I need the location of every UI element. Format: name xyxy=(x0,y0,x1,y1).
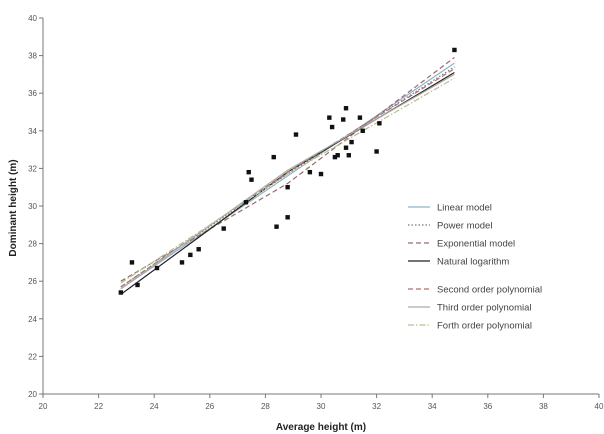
y-ticks: 20 22 24 26 28 30 32 34 36 38 40 xyxy=(28,14,43,399)
data-point xyxy=(307,169,313,175)
y-tick-label: 22 xyxy=(28,352,37,361)
data-point xyxy=(243,200,249,205)
y-tick-label: 26 xyxy=(28,277,37,286)
fit-line xyxy=(120,77,455,284)
fit-line xyxy=(120,73,455,290)
legend: Linear model Power model Exponential model… xyxy=(408,203,542,332)
legend-label: Exponential model xyxy=(437,239,515,250)
legend-label: Natural logarithm xyxy=(437,257,509,268)
data-point xyxy=(329,124,335,130)
x-tick-label: 32 xyxy=(372,402,381,411)
x-tick-label: 36 xyxy=(483,402,492,411)
data-point xyxy=(343,106,349,111)
data-point xyxy=(377,121,382,126)
data-point xyxy=(327,115,332,120)
x-tick-label: 24 xyxy=(150,402,159,411)
data-point xyxy=(349,139,354,145)
data-point xyxy=(335,153,340,158)
data-point xyxy=(343,145,349,150)
x-tick-label: 40 xyxy=(595,402,604,411)
x-axis-label: Average height (m) xyxy=(276,422,366,433)
data-point xyxy=(332,154,338,160)
data-point xyxy=(129,260,135,265)
data-point xyxy=(285,215,290,220)
data-point xyxy=(188,252,193,258)
x-tick-label: 22 xyxy=(94,402,103,411)
y-tick-label: 20 xyxy=(28,390,37,399)
x-tick-label: 34 xyxy=(428,402,437,411)
y-tick-label: 40 xyxy=(28,14,37,23)
data-point xyxy=(154,265,160,271)
y-tick-label: 28 xyxy=(28,240,37,249)
y-tick-label: 30 xyxy=(28,202,37,211)
x-tick-label: 26 xyxy=(205,402,214,411)
y-tick-label: 34 xyxy=(28,127,37,136)
data-point xyxy=(293,132,299,137)
data-point xyxy=(135,282,140,288)
y-tick-label: 24 xyxy=(28,315,37,324)
y-tick-label: 36 xyxy=(28,89,37,98)
data-points xyxy=(118,47,457,295)
legend-label: Forth order polynomial xyxy=(437,321,532,332)
data-point xyxy=(360,128,365,133)
data-point xyxy=(452,47,457,53)
y-tick-label: 32 xyxy=(28,164,37,173)
y-tick-label: 38 xyxy=(28,52,37,61)
data-point xyxy=(271,154,276,160)
data-point xyxy=(246,169,251,175)
data-point xyxy=(118,290,124,295)
fit-line xyxy=(120,62,455,290)
legend-label: Linear model xyxy=(437,203,492,214)
data-point xyxy=(179,260,185,265)
data-point xyxy=(285,185,290,190)
x-tick-label: 30 xyxy=(317,402,326,411)
x-tick-label: 28 xyxy=(261,402,270,411)
legend-label: Power model xyxy=(437,221,492,232)
fit-line xyxy=(120,68,455,288)
data-point xyxy=(196,247,201,252)
y-axis-label: Dominant height (m) xyxy=(8,159,19,256)
x-ticks: 20 22 24 26 28 30 32 34 36 38 40 xyxy=(39,394,604,411)
data-point xyxy=(318,171,324,177)
fit-line xyxy=(120,57,455,282)
x-tick-label: 38 xyxy=(539,402,548,411)
data-point xyxy=(221,226,226,231)
data-point xyxy=(374,149,379,154)
data-point xyxy=(274,224,279,229)
data-point xyxy=(346,153,351,158)
legend-label: Third order polynomial xyxy=(437,303,532,314)
data-point xyxy=(357,115,363,120)
fit-lines xyxy=(120,57,455,295)
data-point xyxy=(249,177,254,182)
legend-label: Second order polynomial xyxy=(437,285,542,296)
x-tick-label: 20 xyxy=(39,402,48,411)
data-point xyxy=(341,117,346,122)
